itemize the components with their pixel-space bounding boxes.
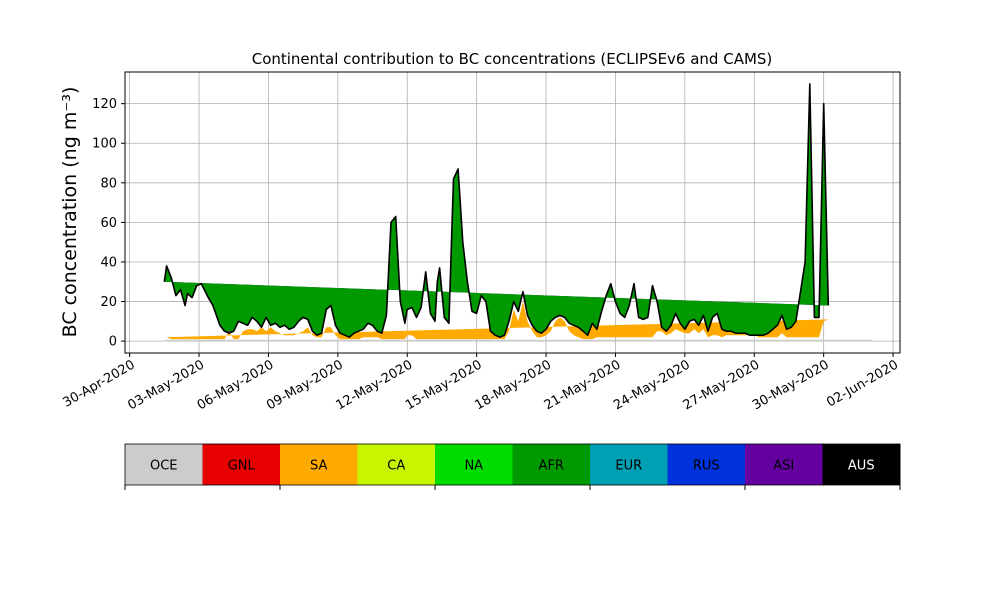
y-tick-label: 60 (100, 216, 117, 231)
colorbar-cell-asi (745, 444, 823, 485)
colorbar-cell-eur (590, 444, 668, 485)
x-tick-label: 02-Jun-2020 (824, 357, 901, 410)
y-tick-label: 80 (100, 176, 117, 191)
colorbar-label-rus: RUS (693, 459, 720, 474)
axes-frame (124, 71, 901, 354)
colorbar-label-aus: AUS (848, 459, 875, 474)
colorbar-label-oce: OCE (150, 459, 178, 474)
x-tick-label: 18-May-2020 (472, 357, 554, 413)
x-tick-label: 24-May-2020 (611, 357, 693, 413)
colorbar-label-ca: CA (387, 459, 405, 474)
axes: 02040608010012030-Apr-202003-May-202006-… (61, 71, 901, 413)
x-tick-label: 09-May-2020 (264, 357, 346, 413)
stacked-areas (163, 83, 873, 342)
colorbar-label-eur: EUR (615, 459, 642, 474)
x-tick-label: 27-May-2020 (681, 357, 763, 413)
colorbar-cell-aus (822, 444, 901, 485)
colorbar-cell-gnl (202, 444, 281, 485)
y-tick-label: 20 (100, 295, 117, 310)
colorbar-label-afr: AFR (539, 459, 564, 474)
total-line (163, 83, 830, 339)
chart-title: Continental contribution to BC concentra… (252, 50, 773, 68)
region-colorbar: OCE GNL SA CA NA AFR EUR RUS ASI AUS (124, 443, 901, 490)
x-tick-label: 03-May-2020 (125, 357, 207, 413)
x-tick-label: 06-May-2020 (195, 357, 277, 413)
y-tick-label: 120 (92, 97, 117, 112)
colorbar-cell-na (435, 444, 513, 485)
x-tick-label: 15-May-2020 (403, 357, 485, 413)
colorbar-cell-afr (512, 444, 591, 485)
y-tick-label: 0 (109, 335, 117, 350)
colorbar-label-asi: ASI (773, 459, 794, 474)
colorbar-cell-rus (667, 444, 746, 485)
colorbar-cell-sa (280, 444, 358, 485)
colorbar-label-gnl: GNL (228, 459, 256, 474)
area-afr (164, 83, 829, 338)
y-axis-label: BC concentration (ng m⁻³) (59, 87, 81, 338)
colorbar-label-na: NA (464, 459, 483, 474)
x-tick-label: 30-May-2020 (750, 357, 832, 413)
x-tick-label: 21-May-2020 (542, 357, 624, 413)
y-tick-label: 40 (100, 255, 117, 270)
colorbar-cell-ca (357, 444, 436, 485)
y-tick-label: 100 (92, 137, 117, 152)
colorbar-cell-oce (125, 444, 203, 485)
colorbar-frame (124, 443, 901, 486)
x-tick-label: 12-May-2020 (334, 357, 416, 413)
colorbar-label-sa: SA (310, 459, 327, 474)
area-sa (164, 301, 829, 340)
